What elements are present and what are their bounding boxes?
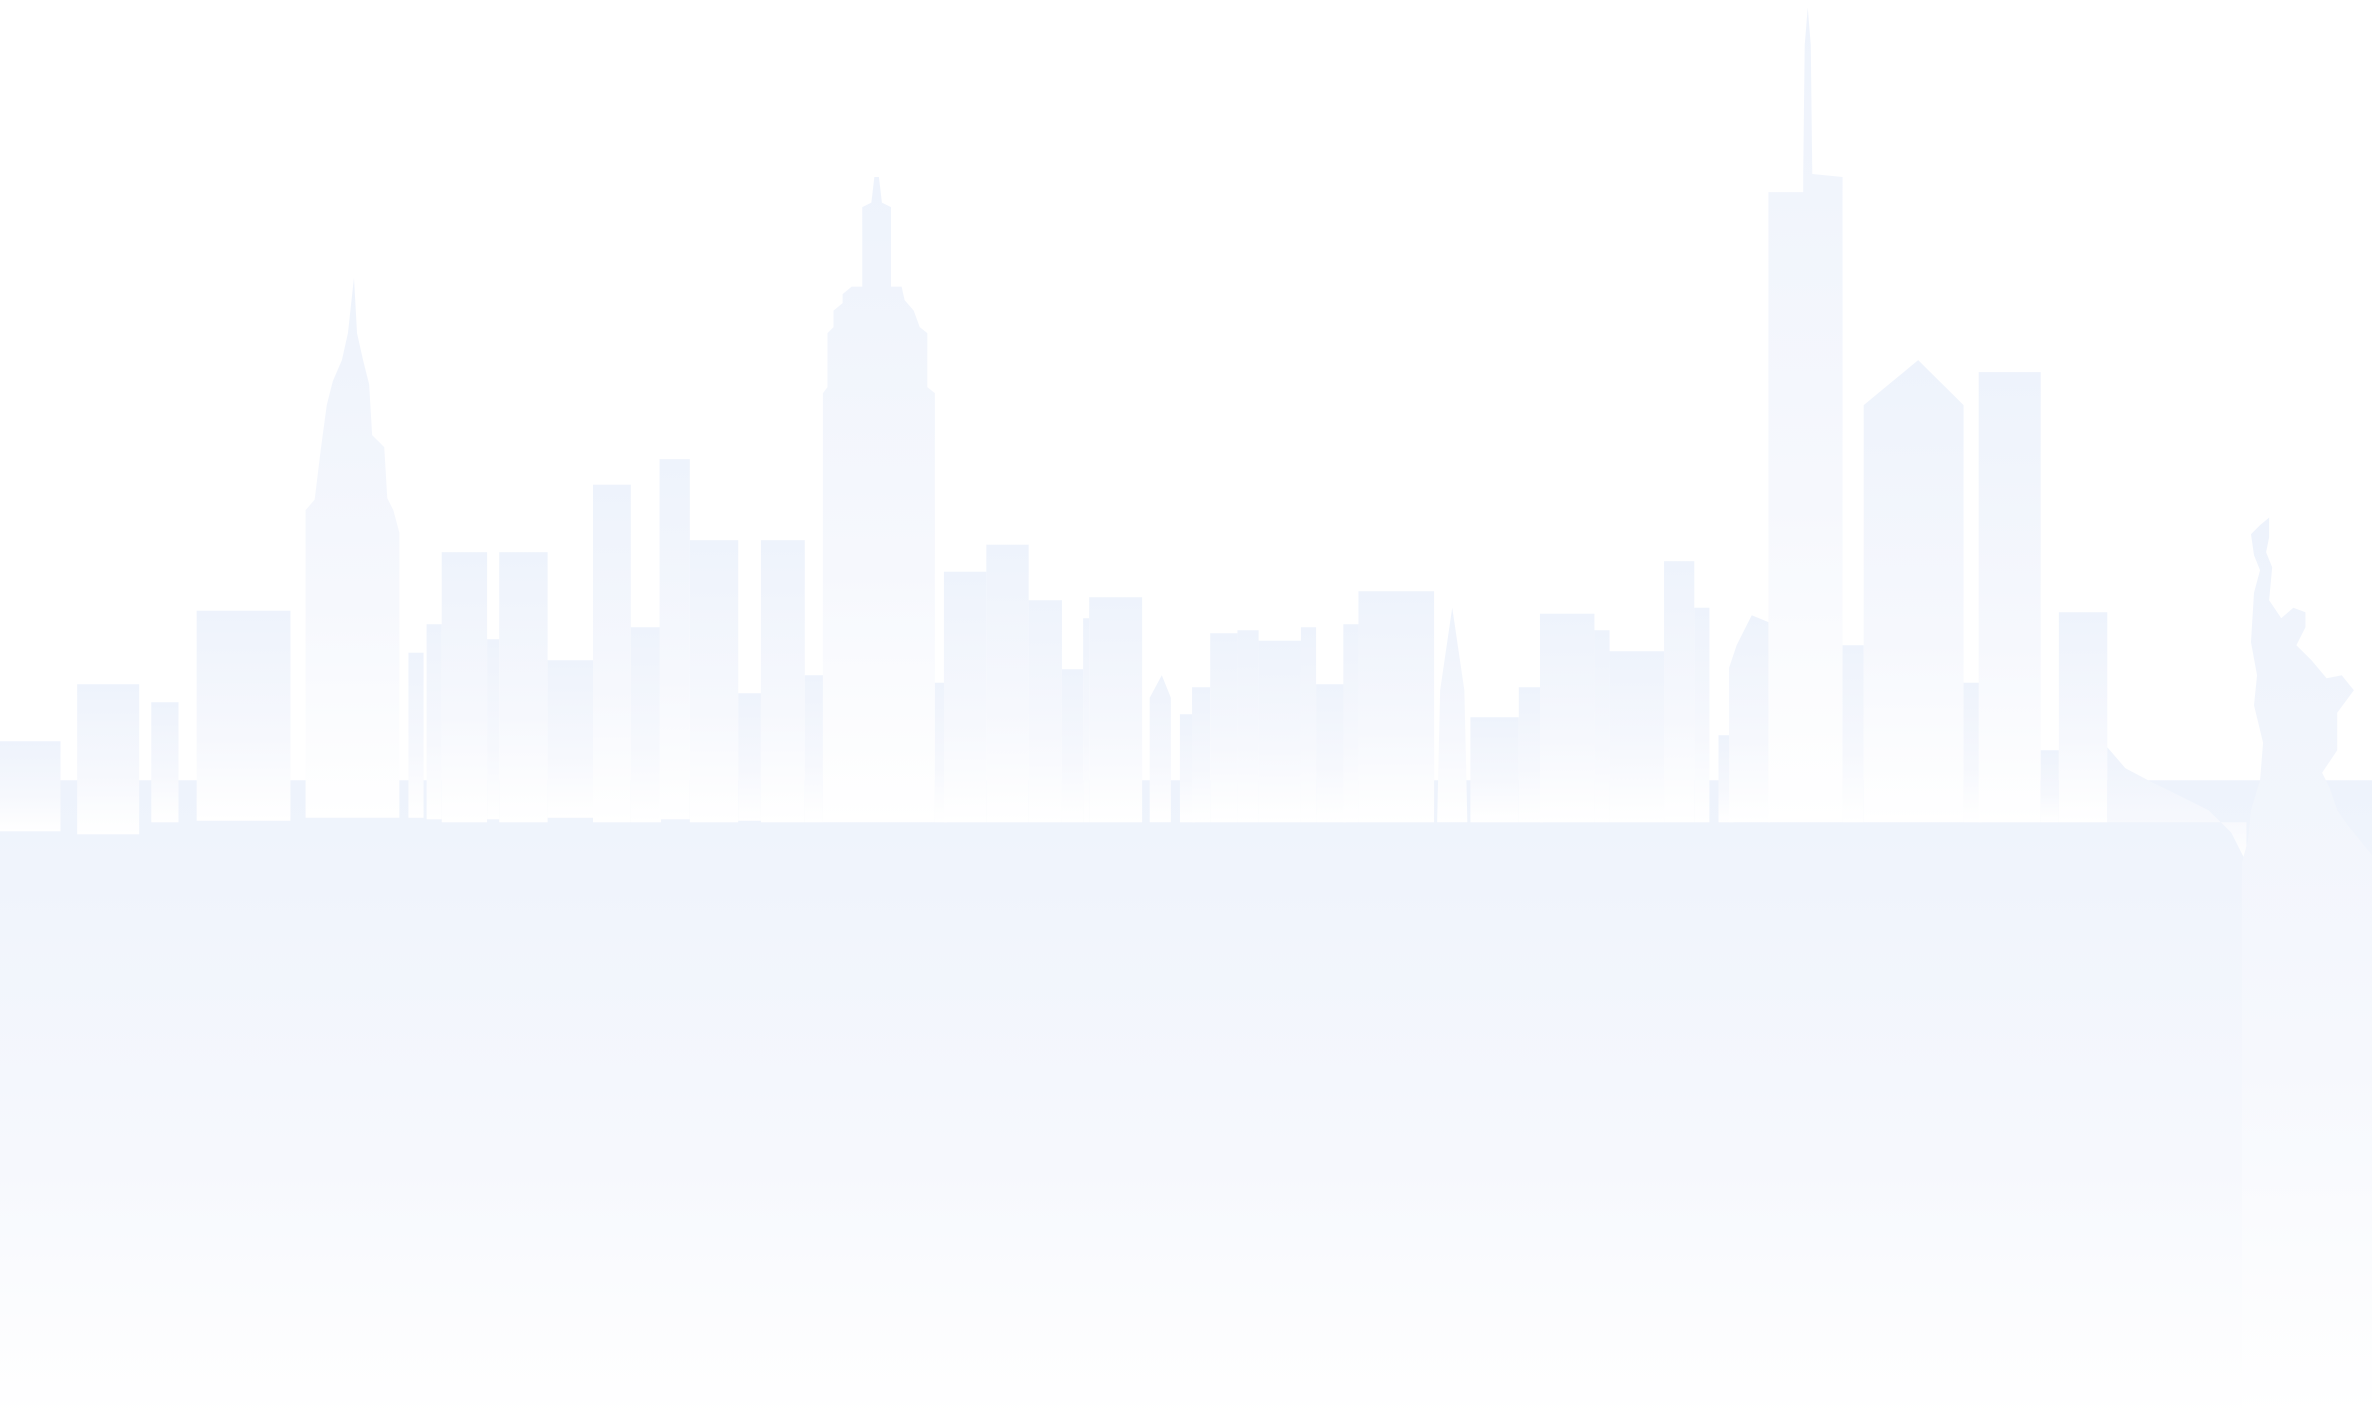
building	[1470, 717, 1519, 823]
building	[1061, 669, 1084, 823]
building	[986, 544, 1029, 823]
building	[1863, 360, 1964, 823]
building	[2107, 747, 2247, 863]
ground-mass	[0, 780, 2372, 1418]
tall-tower	[822, 177, 935, 823]
building	[487, 639, 500, 820]
spire-building	[305, 277, 400, 818]
building	[1089, 597, 1143, 823]
building	[426, 624, 442, 820]
building	[1694, 607, 1710, 823]
building	[593, 484, 631, 823]
building	[1842, 645, 1864, 823]
building	[1083, 618, 1090, 823]
building	[1609, 651, 1665, 823]
building	[0, 741, 61, 832]
building	[1343, 624, 1359, 823]
building	[1664, 561, 1695, 823]
building	[1729, 615, 1770, 823]
building	[2040, 750, 2059, 823]
building	[630, 627, 662, 823]
building	[1963, 682, 1982, 823]
building	[943, 571, 987, 823]
building	[1258, 640, 1301, 823]
building	[1028, 600, 1062, 823]
statue-of-liberty	[2241, 517, 2372, 1418]
building	[804, 675, 823, 823]
building	[77, 684, 140, 835]
building	[547, 660, 593, 818]
building	[689, 540, 739, 823]
building	[1539, 613, 1595, 823]
building	[499, 552, 548, 823]
building	[2058, 612, 2108, 823]
building	[738, 693, 761, 821]
building	[151, 702, 179, 823]
building	[1192, 687, 1211, 823]
small-spire	[1149, 675, 1171, 823]
building	[1237, 630, 1259, 823]
building	[760, 540, 805, 823]
tallest-tower	[1768, 7, 1843, 823]
small-spire	[1437, 607, 1468, 823]
building	[1358, 591, 1435, 823]
building	[1300, 627, 1317, 823]
building	[1316, 684, 1347, 823]
building	[659, 459, 690, 820]
building	[408, 652, 424, 818]
building	[1179, 714, 1196, 823]
building	[1210, 633, 1238, 823]
building	[1978, 372, 2041, 823]
building	[1518, 687, 1544, 823]
building	[1594, 630, 1610, 823]
building	[441, 552, 488, 823]
building	[196, 610, 291, 821]
